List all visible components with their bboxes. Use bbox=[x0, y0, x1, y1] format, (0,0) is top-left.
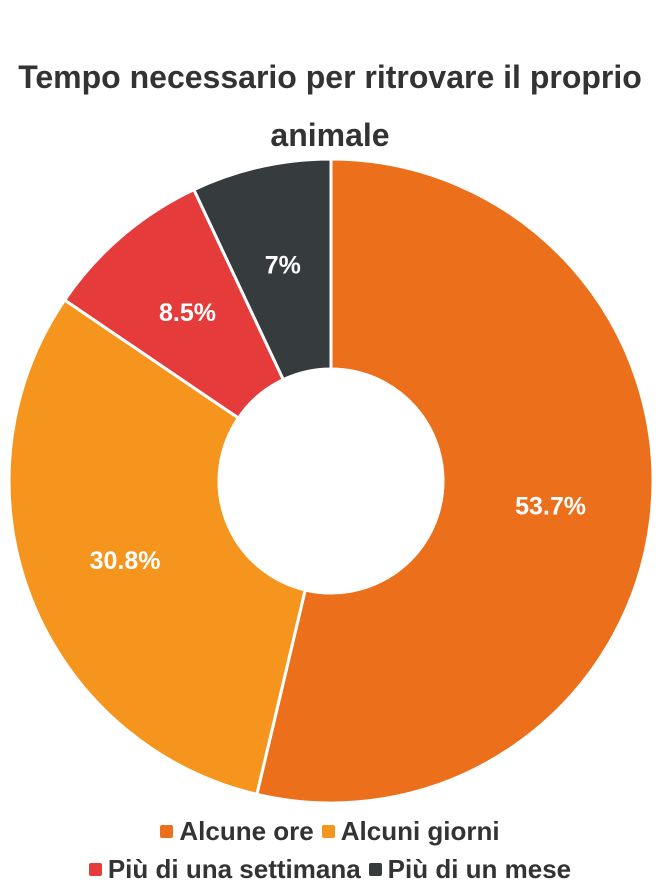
legend-row: Alcune ore Alcuni giorni bbox=[0, 812, 660, 850]
slice-piu-di-un-mese[interactable] bbox=[192, 157, 333, 382]
legend-item-piu-di-un-mese[interactable]: Più di un mese bbox=[368, 850, 572, 888]
legend-label: Più di una settimana bbox=[107, 854, 361, 884]
slice-piu-di-una-settimana[interactable] bbox=[63, 188, 285, 420]
chart-title: Tempo necessario per ritrovare il propri… bbox=[18, 59, 642, 153]
slice-label-alcuni-giorni: 30.8% bbox=[90, 547, 161, 575]
legend-row: Più di una settimana Più di un mese bbox=[0, 850, 660, 888]
legend: Alcune ore Alcuni giorni Più di una setti… bbox=[0, 812, 660, 888]
slice-label-alcune-ore: 53.7% bbox=[515, 493, 586, 521]
legend-label: Alcune ore bbox=[179, 816, 314, 846]
slice-alcuni-giorni[interactable] bbox=[7, 298, 307, 796]
legend-swatch bbox=[160, 824, 174, 838]
slice-alcune-ore[interactable] bbox=[255, 157, 655, 805]
legend-item-piu-di-una-settimana[interactable]: Più di una settimana bbox=[88, 850, 361, 888]
legend-swatch bbox=[88, 862, 102, 876]
slices-group bbox=[7, 157, 655, 805]
legend-label: Più di un mese bbox=[387, 854, 572, 884]
legend-label: Alcuni giorni bbox=[340, 816, 500, 846]
slice-label-piu-di-un-mese: 7% bbox=[265, 251, 301, 279]
legend-item-alcune-ore[interactable]: Alcune ore bbox=[160, 812, 314, 850]
legend-swatch bbox=[368, 862, 382, 876]
legend-item-alcuni-giorni[interactable]: Alcuni giorni bbox=[321, 812, 500, 850]
legend-swatch bbox=[321, 824, 335, 838]
slice-labels-group: 53.7% 30.8% 8.5% 7% bbox=[90, 251, 586, 575]
slice-label-piu-di-una-settimana: 8.5% bbox=[159, 299, 216, 327]
